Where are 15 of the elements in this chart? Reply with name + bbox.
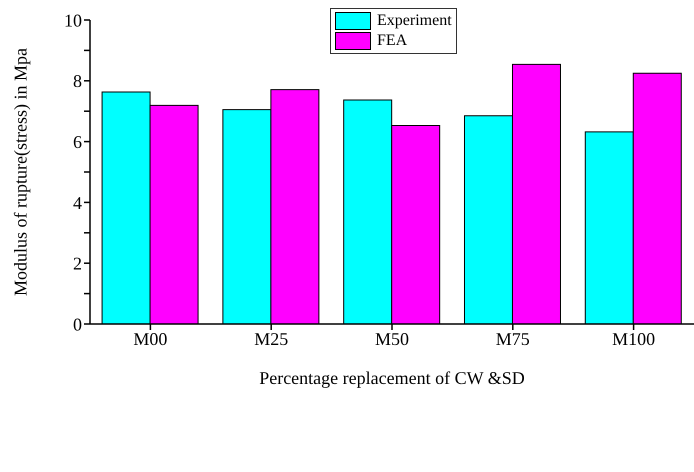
y-tick-label: 4 <box>73 192 82 213</box>
x-axis-title: Percentage replacement of CW &SD <box>259 368 525 388</box>
y-tick-label: 8 <box>73 71 82 92</box>
y-tick-label: 10 <box>64 10 82 30</box>
y-axis-title: Modulus of rupture(stress) in Mpa <box>10 48 30 296</box>
x-tick-label: M25 <box>254 328 288 349</box>
y-tick-label: 0 <box>73 314 82 334</box>
y-tick-label: 2 <box>73 254 82 274</box>
x-tick-label: M00 <box>133 328 168 349</box>
x-tick-label: M100 <box>612 328 656 349</box>
x-tick-label: M50 <box>374 328 410 349</box>
y-tick-label: 6 <box>73 132 82 152</box>
x-tick-label: M75 <box>496 328 530 349</box>
legend-label: Experiment <box>377 11 452 31</box>
legend-label: FEA <box>377 31 408 51</box>
